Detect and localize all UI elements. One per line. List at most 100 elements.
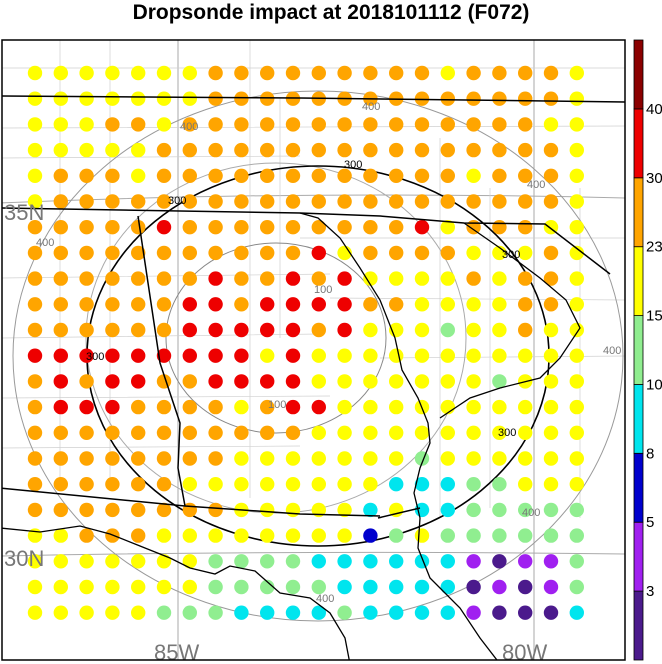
impact-dot xyxy=(234,117,249,132)
impact-dot xyxy=(285,374,301,389)
impact-dot xyxy=(182,399,197,415)
impact-dot xyxy=(466,374,481,389)
dot-grid xyxy=(27,65,584,620)
colorbar-box xyxy=(633,452,644,523)
impact-dot xyxy=(105,194,120,209)
impact-dot xyxy=(492,271,507,286)
impact-dot xyxy=(105,554,120,569)
impact-dot xyxy=(156,425,172,440)
impact-dot xyxy=(518,220,533,235)
impact-dot xyxy=(27,245,43,261)
impact-dot xyxy=(53,477,68,492)
impact-dot xyxy=(518,117,533,132)
ring-100 xyxy=(165,242,387,434)
impact-dot xyxy=(414,605,430,620)
impact-dot xyxy=(311,605,326,620)
impact-dot xyxy=(208,245,223,261)
impact-dot xyxy=(363,425,378,440)
impact-dot xyxy=(543,605,559,620)
impact-dot xyxy=(569,271,584,286)
impact-dot xyxy=(285,399,301,415)
impact-dot xyxy=(492,297,507,312)
impact-dot xyxy=(414,142,430,158)
impact-dot xyxy=(234,425,249,440)
impact-dot xyxy=(466,425,481,440)
impact-dot xyxy=(518,528,533,543)
impact-dot xyxy=(389,451,404,466)
impact-dot xyxy=(156,297,172,312)
impact-dot xyxy=(105,168,120,183)
impact-dot xyxy=(53,554,68,569)
georgia-florida-line xyxy=(377,507,421,519)
impact-dot xyxy=(414,579,430,595)
impact-dot xyxy=(53,451,68,466)
map-background xyxy=(2,40,625,660)
colorbar-labels: 3 5 8 10 15 23 30 40 xyxy=(646,101,662,600)
impact-dot xyxy=(260,502,275,518)
impact-dot xyxy=(363,554,378,569)
impact-dot xyxy=(105,220,120,235)
impact-dot xyxy=(285,348,301,363)
impact-dot xyxy=(131,451,146,466)
impact-dot xyxy=(311,117,326,132)
impact-dot xyxy=(492,245,507,261)
impact-dot xyxy=(337,142,352,158)
impact-dot xyxy=(518,425,533,440)
impact-dot xyxy=(79,425,94,440)
impact-dot xyxy=(131,502,146,518)
impact-dot xyxy=(311,399,326,415)
impact-dot xyxy=(79,271,94,286)
impact-dot xyxy=(260,245,275,261)
impact-dot xyxy=(569,91,584,106)
impact-dot xyxy=(337,348,352,363)
impact-dot xyxy=(440,245,455,261)
impact-dot xyxy=(389,348,404,363)
impact-dot xyxy=(27,91,43,106)
impact-dot xyxy=(156,477,172,492)
impact-dot xyxy=(466,168,481,183)
colorbar-box xyxy=(633,246,644,316)
impact-dot xyxy=(337,65,352,81)
impact-dot xyxy=(414,271,430,286)
impact-dot xyxy=(208,477,223,492)
nc-coastline xyxy=(439,222,581,419)
impact-dot xyxy=(466,605,481,620)
impact-dot xyxy=(27,271,43,286)
impact-dot xyxy=(569,194,584,209)
impact-dot xyxy=(53,142,68,158)
impact-dot xyxy=(440,605,455,620)
impact-dot xyxy=(440,374,455,389)
impact-dot xyxy=(311,142,326,158)
impact-dot xyxy=(569,117,584,132)
impact-dot xyxy=(79,399,94,415)
impact-dot xyxy=(182,117,197,132)
impact-dot xyxy=(285,194,301,209)
impact-dot xyxy=(208,117,223,132)
impact-dot xyxy=(53,297,68,312)
impact-dot xyxy=(182,374,197,389)
contour-label: 400 xyxy=(362,101,380,113)
impact-dot xyxy=(182,322,197,338)
impact-dot xyxy=(543,502,559,518)
impact-dot xyxy=(414,554,430,569)
impact-dot xyxy=(105,91,120,106)
impact-dot xyxy=(285,117,301,132)
impact-dot xyxy=(285,142,301,158)
impact-dot xyxy=(389,554,404,569)
impact-dot xyxy=(79,65,94,81)
impact-dot xyxy=(182,528,197,543)
impact-dot xyxy=(182,91,197,106)
impact-dot xyxy=(105,502,120,518)
impact-dot xyxy=(311,220,326,235)
impact-dot xyxy=(492,348,507,363)
chart-title: Dropsonde impact at 2018101112 (F072) xyxy=(132,1,530,24)
impact-dot xyxy=(389,528,404,543)
impact-dot xyxy=(518,194,533,209)
impact-dot xyxy=(260,220,275,235)
impact-dot xyxy=(311,374,326,389)
impact-dot xyxy=(156,91,172,106)
impact-dot xyxy=(543,91,559,106)
impact-dot xyxy=(234,451,249,466)
impact-dot xyxy=(260,142,275,158)
impact-dot xyxy=(79,322,94,338)
